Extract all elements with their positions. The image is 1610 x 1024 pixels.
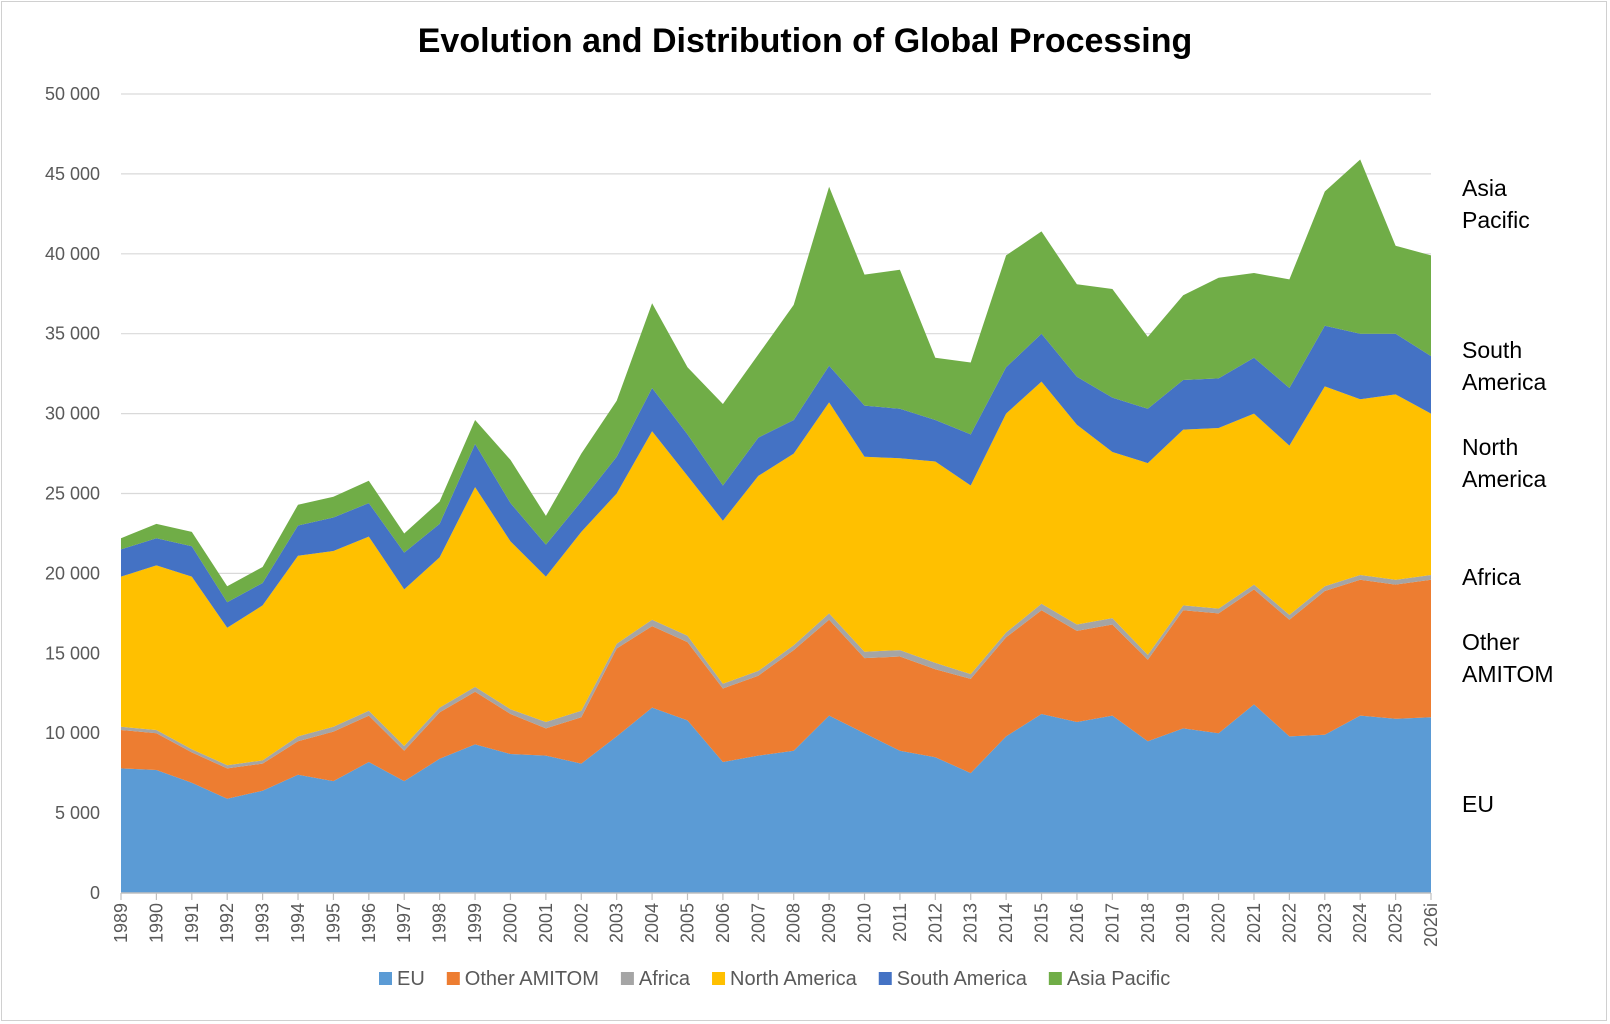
x-tick-label: 2023 xyxy=(1315,903,1335,943)
side-label: America xyxy=(1462,369,1547,395)
y-tick-label: 20 000 xyxy=(45,563,100,583)
x-tick-label: 2000 xyxy=(501,903,521,943)
x-tick-label: 1998 xyxy=(430,903,450,943)
x-tick-label: 1989 xyxy=(111,903,131,943)
x-tick-label: 2021 xyxy=(1244,903,1264,943)
x-tick-label: 2016 xyxy=(1067,903,1087,943)
x-tick-label: 1992 xyxy=(217,903,237,943)
x-tick-label: 2003 xyxy=(607,903,627,943)
legend-label: North America xyxy=(730,968,858,990)
x-tick-label: 1995 xyxy=(323,903,343,943)
x-tick-label: 2020 xyxy=(1209,903,1229,943)
stacked-areas xyxy=(121,159,1431,893)
x-tick-label: 2004 xyxy=(642,903,662,943)
side-label: America xyxy=(1462,466,1547,492)
y-tick-label: 15 000 xyxy=(45,643,100,663)
x-tick-label: 2009 xyxy=(819,903,839,943)
side-label: North xyxy=(1462,434,1518,460)
side-label: Other xyxy=(1462,629,1520,655)
side-label: South xyxy=(1462,337,1522,363)
x-tick-label: 2001 xyxy=(536,903,556,943)
x-tick-label: 2011 xyxy=(890,903,910,942)
y-tick-label: 10 000 xyxy=(45,723,100,743)
area-africa xyxy=(121,575,1431,769)
x-tick-label: 1991 xyxy=(182,903,202,943)
legend-label: South America xyxy=(897,968,1028,990)
x-tick-label: 1997 xyxy=(394,903,414,943)
area-asia-pacific xyxy=(121,159,1431,603)
x-tick-label: 2015 xyxy=(1032,903,1052,943)
x-tick-label: 1990 xyxy=(146,903,166,943)
chart-title: Evolution and Distribution of Global Pro… xyxy=(417,22,1193,60)
legend-swatch xyxy=(446,972,460,985)
x-tick-label: 2018 xyxy=(1138,903,1158,943)
x-tick-label: 2017 xyxy=(1102,903,1122,943)
x-axis: 1989 1990 1991 1992 1993 1994 1995 1996 1997 1998… xyxy=(111,893,1441,947)
y-tick-label: 50 000 xyxy=(45,84,100,104)
x-tick-label: 2005 xyxy=(678,903,698,943)
y-tick-label: 30 000 xyxy=(45,404,100,424)
x-tick-label: 2010 xyxy=(855,903,875,943)
legend: EU Other AMITOM Africa North America South A… xyxy=(379,968,1170,990)
x-tick-label: 1994 xyxy=(288,903,308,943)
area-north-america xyxy=(121,381,1431,766)
side-label: AMITOM xyxy=(1462,661,1554,687)
area-other-amitom xyxy=(121,579,1431,799)
side-label: Asia xyxy=(1462,175,1507,201)
x-tick-label: 2019 xyxy=(1173,903,1193,943)
side-label: Pacific xyxy=(1462,207,1530,233)
x-tick-label: 1999 xyxy=(465,903,485,943)
legend-swatch xyxy=(878,972,892,985)
legend-label: EU xyxy=(397,968,425,990)
x-tick-label: 2024 xyxy=(1350,903,1370,943)
legend-swatch xyxy=(379,972,392,985)
legend-swatch xyxy=(712,972,726,985)
x-tick-label: 2014 xyxy=(996,903,1016,943)
y-tick-label: 35 000 xyxy=(45,324,100,344)
legend-swatch xyxy=(620,972,634,985)
legend-label: Asia Pacific xyxy=(1067,968,1170,990)
x-tick-label: 2006 xyxy=(713,903,733,943)
x-tick-label: 2008 xyxy=(784,903,804,943)
legend-swatch xyxy=(1048,972,1062,985)
y-tick-label: 40 000 xyxy=(45,244,100,264)
area-eu xyxy=(121,704,1431,893)
x-tick-label: 2026i xyxy=(1421,903,1441,947)
legend-label: Africa xyxy=(639,968,691,990)
area-south-america xyxy=(121,325,1431,628)
series-side-labels: Asia Pacific South America North America Afric… xyxy=(1462,175,1554,817)
y-tick-label: 5 000 xyxy=(55,803,100,823)
y-tick-label: 25 000 xyxy=(45,484,100,504)
x-tick-label: 1993 xyxy=(253,903,273,943)
x-tick-label: 2012 xyxy=(925,903,945,943)
x-tick-label: 2007 xyxy=(748,903,768,943)
x-tick-label: 2013 xyxy=(961,903,981,943)
x-tick-label: 2002 xyxy=(571,903,591,943)
legend-label: Other AMITOM xyxy=(465,968,599,990)
x-tick-label: 2022 xyxy=(1279,903,1299,943)
x-tick-label: 1996 xyxy=(359,903,379,943)
y-tick-label: 0 xyxy=(90,883,100,903)
side-label: Africa xyxy=(1462,564,1521,590)
side-label: EU xyxy=(1462,791,1494,817)
x-tick-label: 2025 xyxy=(1386,903,1406,943)
y-axis: 0 5 000 10 000 15 000 20 000 25 000 30 000 35 0… xyxy=(45,84,100,903)
y-tick-label: 45 000 xyxy=(45,164,100,184)
